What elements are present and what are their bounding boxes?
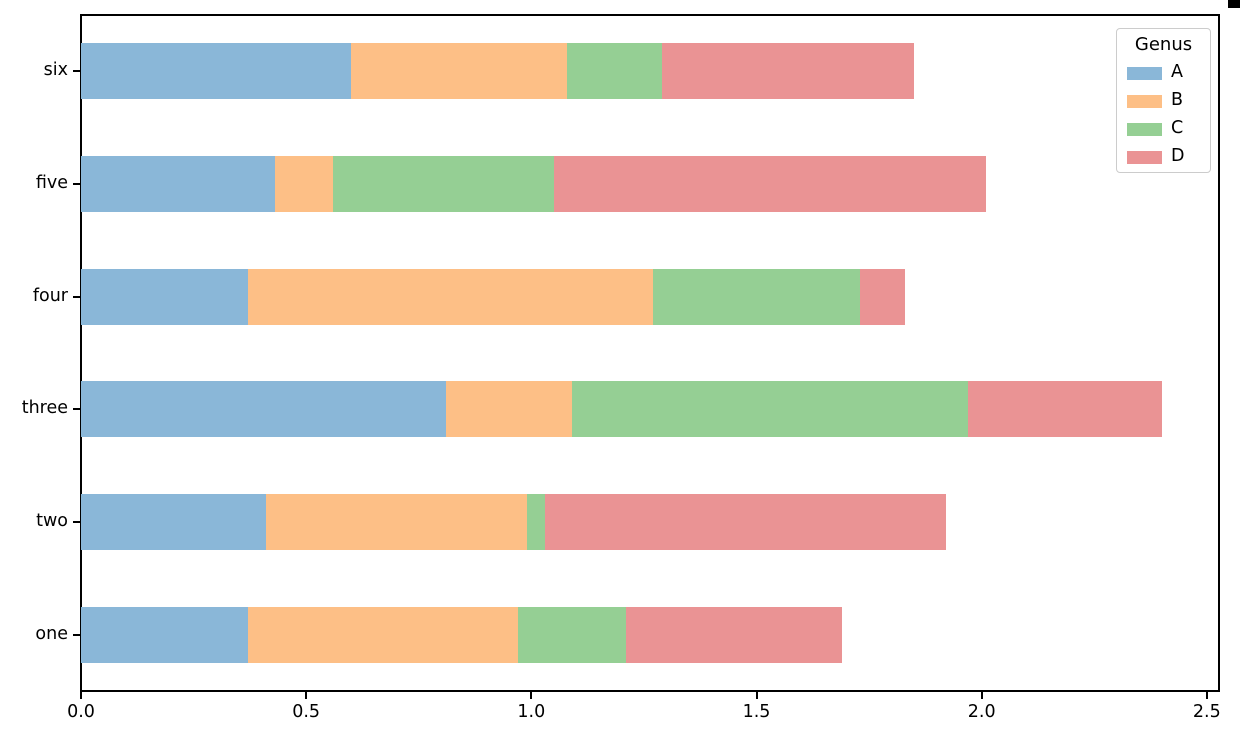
y-tick-label-two: two	[36, 511, 68, 531]
bar-segment-B-three	[445, 381, 572, 438]
bar-segment-C-five	[333, 155, 554, 213]
bar-segment-A-three	[81, 381, 446, 438]
x-tick-label-2.5: 2.5	[1192, 702, 1221, 722]
legend-label-C: C	[1171, 118, 1184, 139]
screen-artifact	[1228, 0, 1240, 8]
bar-segment-A-one	[81, 606, 248, 663]
bar-segment-A-four	[81, 268, 248, 325]
y-tick-mark-three	[73, 408, 81, 411]
bar-segment-B-four	[247, 268, 653, 325]
x-tick-mark-1.0	[530, 691, 533, 699]
bar-segment-C-four	[652, 268, 861, 325]
x-tick-mark-0.0	[80, 691, 82, 699]
legend-patch-D	[1127, 150, 1162, 164]
x-tick-label-2.0: 2.0	[967, 702, 996, 722]
y-tick-label-one: one	[35, 623, 68, 644]
x-tick-mark-2.5	[1205, 691, 1208, 699]
bar-segment-C-six	[567, 43, 662, 100]
bar-segment-D-two	[544, 493, 946, 551]
legend-item-D: D	[1117, 143, 1210, 171]
bar-segment-C-three	[571, 381, 969, 438]
y-tick-mark-six	[73, 70, 81, 73]
bar-segment-B-two	[265, 493, 527, 551]
legend-label-B: B	[1171, 90, 1184, 111]
bar-segment-D-six	[661, 43, 915, 100]
legend-label-D: D	[1171, 146, 1185, 167]
legend-patch-C	[1127, 122, 1162, 136]
x-tick-mark-2.0	[980, 691, 983, 699]
legend-label-A: A	[1171, 62, 1183, 83]
y-tick-label-four: four	[32, 285, 68, 306]
bar-segment-A-six	[81, 43, 352, 100]
y-tick-mark-two	[73, 521, 81, 523]
legend-item-C: C	[1117, 115, 1210, 143]
y-tick-label-five: five	[35, 173, 68, 193]
bar-segment-B-six	[351, 43, 568, 100]
x-tick-label-0.5: 0.5	[292, 702, 321, 722]
plot-area	[80, 14, 1220, 692]
x-tick-label-1.0: 1.0	[517, 702, 546, 722]
bar-segment-D-four	[860, 268, 906, 325]
bar-segment-D-five	[553, 155, 987, 213]
y-tick-mark-five	[73, 183, 81, 185]
x-tick-mark-0.5	[305, 691, 308, 699]
bar-segment-C-one	[517, 606, 626, 663]
legend-title: Genus	[1134, 34, 1193, 55]
legend-item-B: B	[1117, 87, 1210, 115]
legend-patch-A	[1127, 66, 1162, 80]
legend-item-A: A	[1117, 59, 1210, 87]
bar-segment-A-five	[81, 155, 275, 213]
y-tick-mark-one	[73, 633, 81, 636]
bar-segment-D-three	[968, 381, 1162, 438]
bar-segment-B-five	[274, 155, 334, 213]
bar-segment-D-one	[625, 606, 843, 663]
bar-segment-C-two	[526, 493, 545, 551]
legend-patch-B	[1127, 94, 1162, 108]
bar-segment-B-one	[247, 606, 518, 663]
bar-segment-A-two	[81, 493, 266, 551]
x-tick-mark-1.5	[755, 691, 758, 699]
y-tick-label-three: three	[21, 398, 68, 419]
y-tick-mark-four	[73, 295, 81, 298]
y-tick-label-six: six	[43, 60, 68, 81]
x-tick-label-0.0: 0.0	[67, 702, 95, 722]
x-tick-label-1.5: 1.5	[742, 702, 771, 722]
